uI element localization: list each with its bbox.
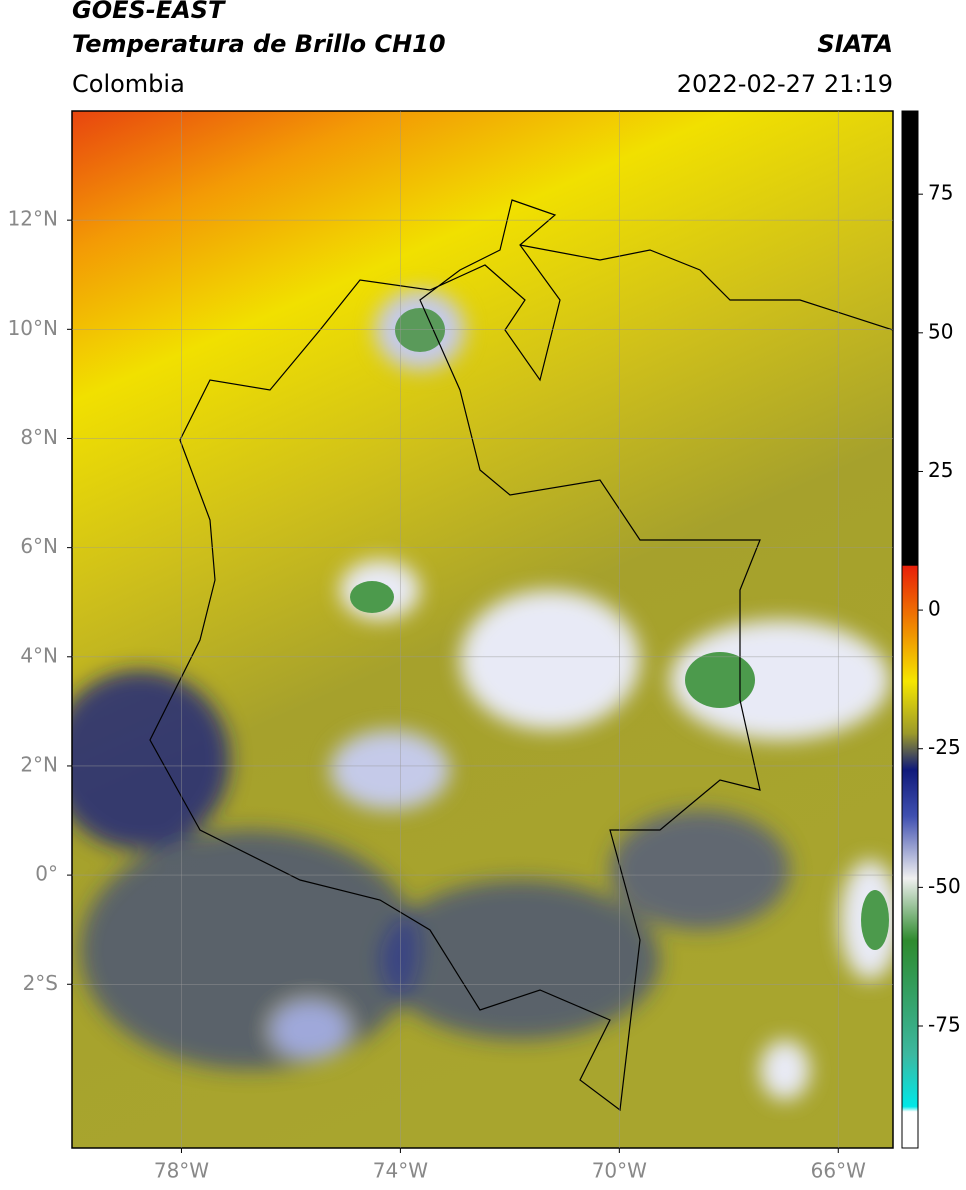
satellite: GOES-EAST <box>72 0 225 24</box>
y-tick-label: 10°N <box>8 316 58 340</box>
country-border <box>149 199 761 1112</box>
y-tick-label: 2°N <box>20 752 58 776</box>
colorbar-tick-label: 0 <box>928 597 941 621</box>
colorbar-tick-label: 75 <box>928 181 953 205</box>
x-tick-label: 66°W <box>811 1159 866 1183</box>
satellite-image <box>72 111 893 1148</box>
y-tick-label: 2°S <box>23 971 58 995</box>
cloud <box>80 830 420 1070</box>
y-tick-label: 6°N <box>20 534 58 558</box>
y-tick-label: 12°N <box>8 207 58 231</box>
colorbar-tick-label: 50 <box>928 319 953 343</box>
cloud <box>330 730 450 810</box>
product: Temperatura de Brillo CH10 <box>72 30 446 58</box>
y-tick-label: 0° <box>35 862 58 886</box>
y-tick-label: 8°N <box>20 425 58 449</box>
cloud <box>760 1040 810 1100</box>
colorbar-tick-label: -25 <box>928 735 961 759</box>
cold-core <box>350 581 394 613</box>
cloud <box>72 670 230 850</box>
cold-core <box>395 308 445 352</box>
cloud <box>670 620 890 740</box>
map-frame <box>71 110 894 1149</box>
y-tick-label: 4°N <box>20 643 58 667</box>
x-tick-label: 70°W <box>592 1159 647 1183</box>
colorbar-tick-label: 25 <box>928 458 953 482</box>
coastline <box>519 244 893 331</box>
x-tick-label: 74°W <box>373 1159 428 1183</box>
cloud <box>610 810 790 930</box>
region: Colombia <box>72 70 185 98</box>
datetime: 2022-02-27 21:19 <box>676 70 893 98</box>
cloud-field <box>72 290 893 1100</box>
colorbar <box>901 110 919 1149</box>
colorbar-tick-label: -50 <box>928 874 961 898</box>
cold-core <box>861 890 889 950</box>
x-tick-label: 78°W <box>154 1159 209 1183</box>
source: SIATA <box>817 30 893 58</box>
colorbar-tick-label: -75 <box>928 1013 961 1037</box>
cold-core <box>685 652 755 708</box>
cloud <box>380 880 660 1040</box>
cloud <box>460 590 640 730</box>
cloud <box>270 1000 350 1060</box>
